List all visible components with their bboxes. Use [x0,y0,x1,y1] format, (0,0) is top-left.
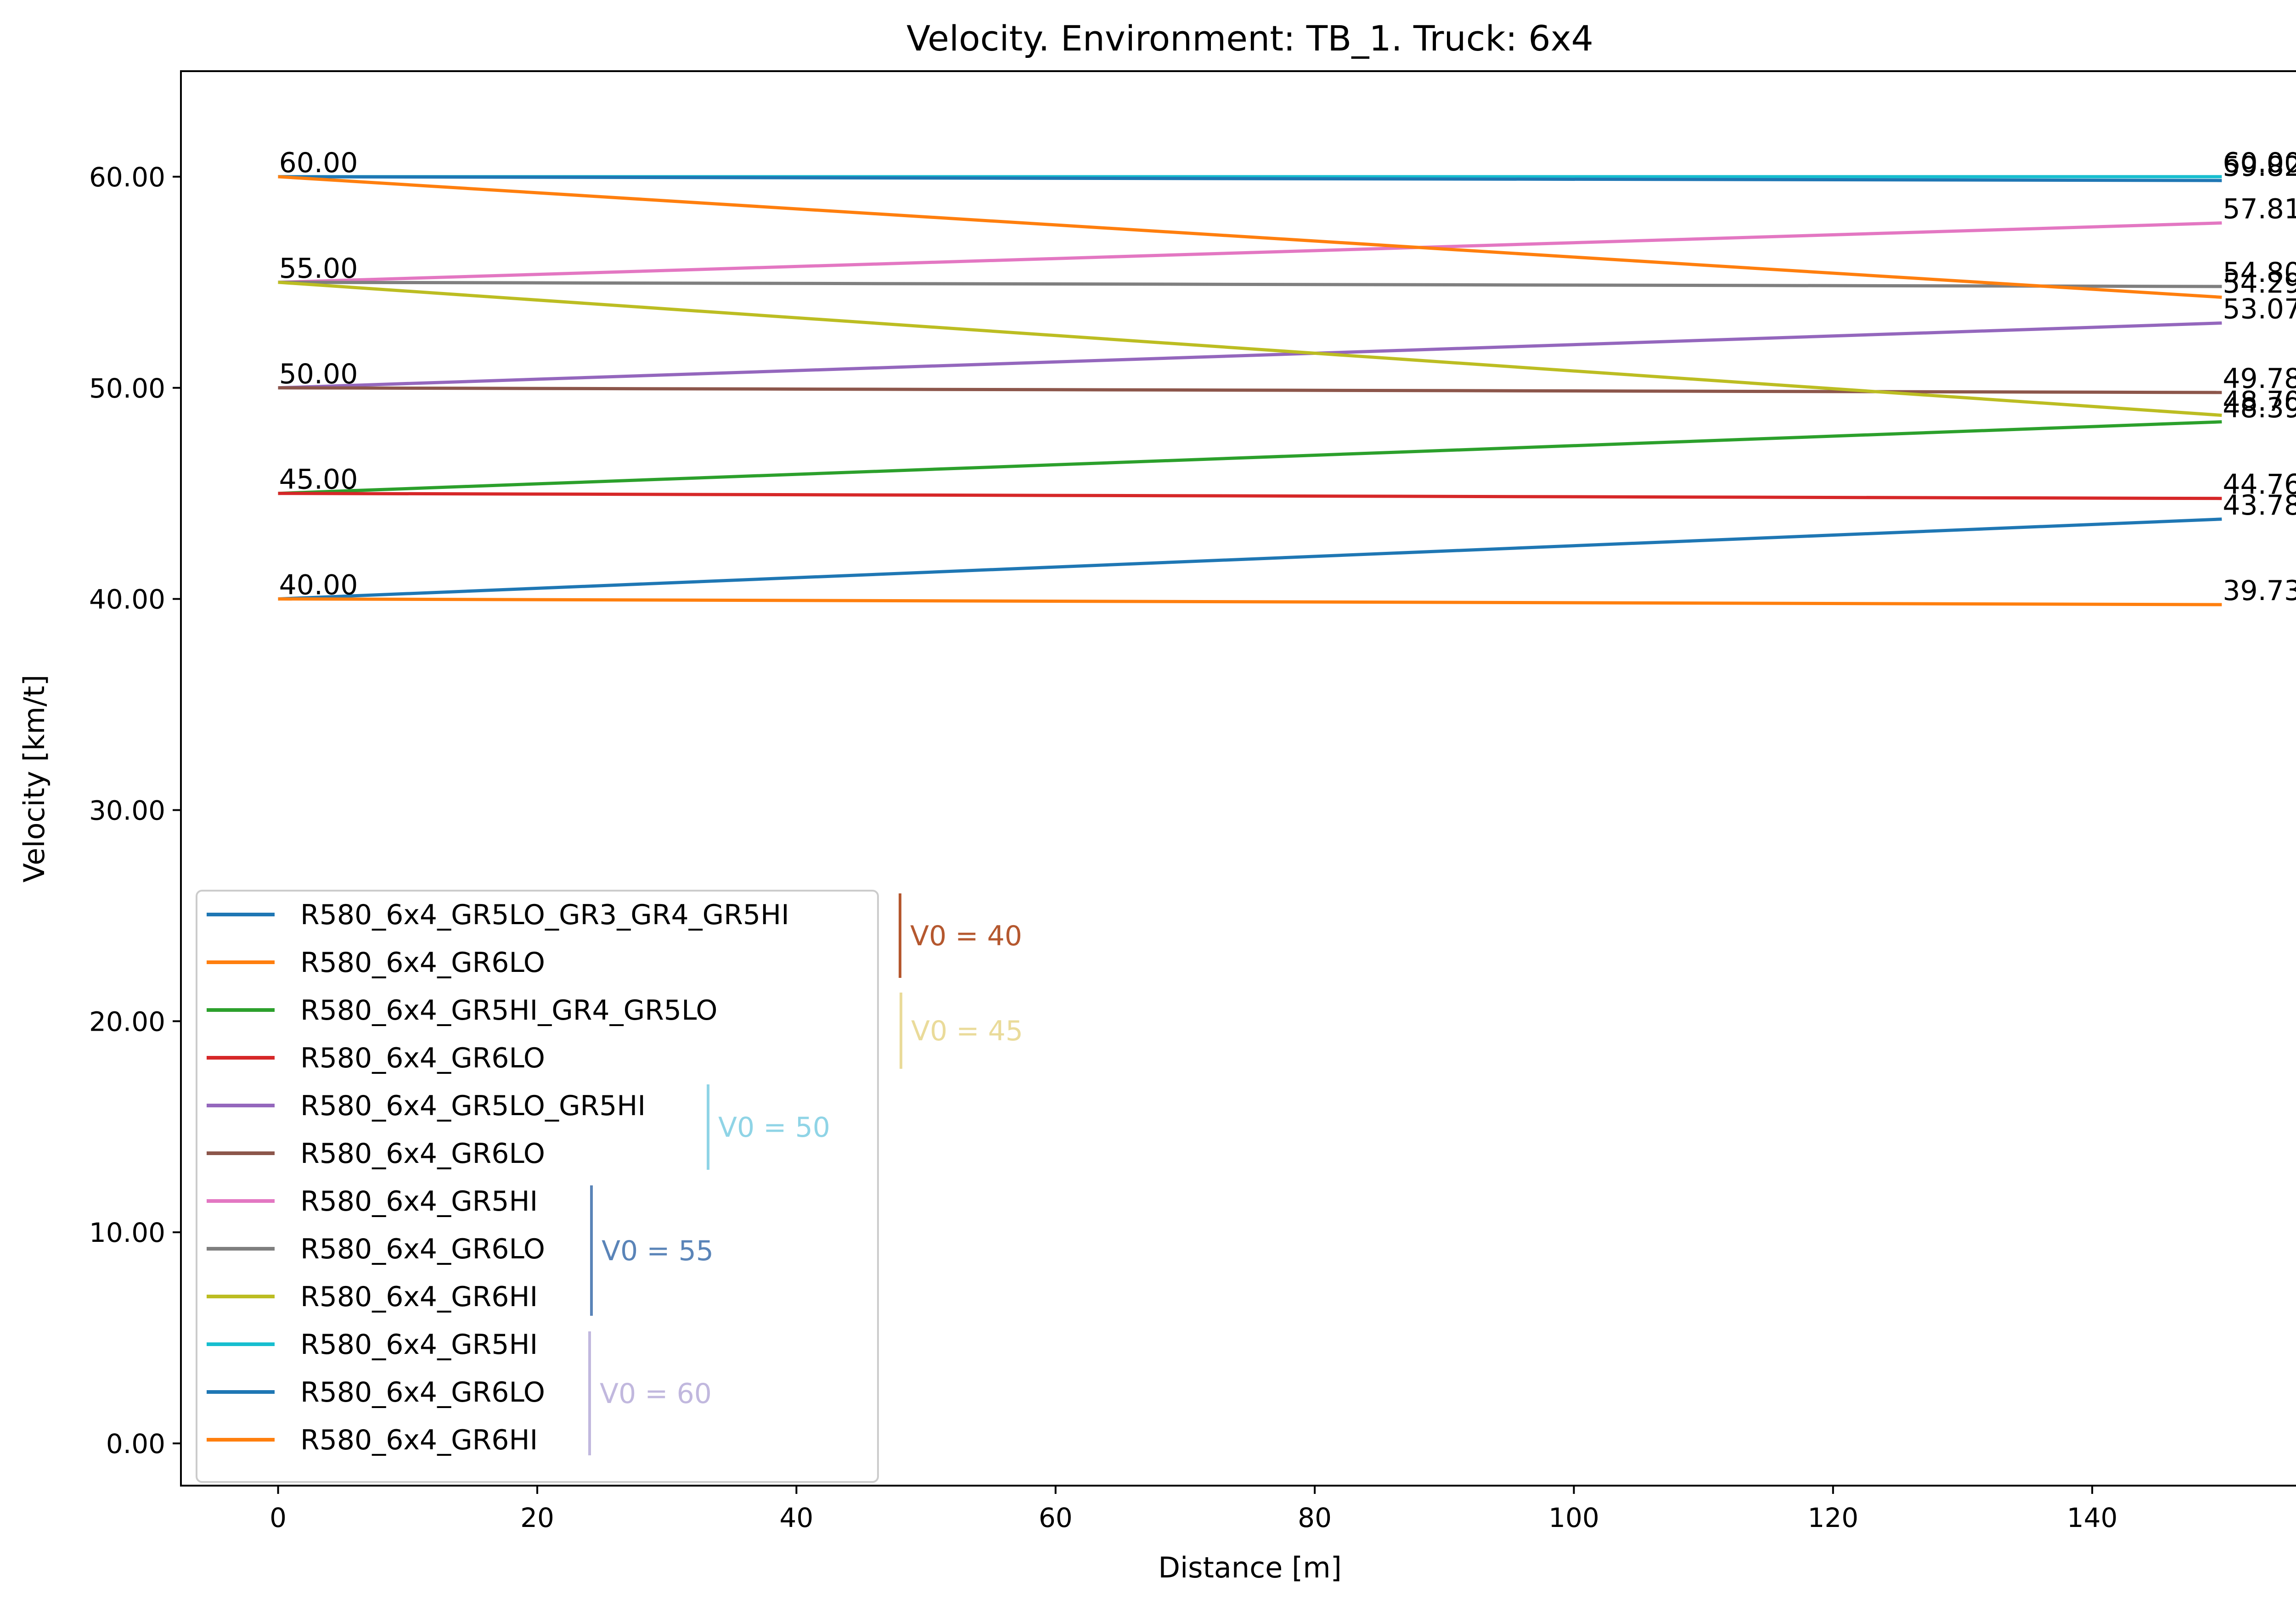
end-value-label: 57.81 [2223,193,2296,225]
end-value-label: 43.78 [2223,489,2296,522]
end-value-label: 59.82 [2223,151,2296,183]
legend-label: R580_6x4_GR6HI [300,1281,538,1313]
y-axis-label: Velocity [km/t] [17,675,51,883]
group-label: V0 = 40 [910,920,1022,952]
series-line [278,597,2222,606]
legend-label: R580_6x4_GR5HI [300,1185,538,1218]
group-annotations: V0 = 40 V0 = 45 V0 = 50 V0 = 55 V0 = 60 [588,893,1023,1455]
legend-label: R580_6x4_GR6LO [300,1138,545,1170]
group-label: V0 = 50 [718,1111,830,1144]
start-value-label: 60.00 [279,147,358,179]
x-tick-label: 20 [520,1502,554,1533]
group-label: V0 = 55 [602,1235,714,1267]
end-value-label: 44.76 [2223,469,2296,501]
data-labels: 40.00 43.78 39.73 45.00 48.39 44.76 50.00 53.07… [279,147,2296,607]
end-value-label: 49.78 [2223,363,2296,395]
legend-label: R580_6x4_GR5LO_GR3_GR4_GR5HI [300,899,789,931]
end-value-label: 39.73 [2223,575,2296,607]
series-line [278,281,2222,288]
end-value-label: 48.39 [2223,392,2296,424]
series-line [278,175,2222,299]
y-tick-label: 30.00 [89,795,165,826]
plot-frame [180,70,2296,1487]
y-tick-label: 50.00 [89,373,165,404]
legend-box [196,890,879,1483]
x-tick-label: 60 [1039,1502,1073,1533]
x-tick-label: 120 [1807,1502,1858,1533]
series-line [278,517,2222,601]
legend-label: R580_6x4_GR6LO [300,1042,545,1074]
data-series [278,175,2222,606]
legend-label: R580_6x4_GR5LO_GR5HI [300,1090,646,1122]
legend-label: R580_6x4_GR5HI [300,1329,538,1361]
start-value-label: 40.00 [279,569,358,601]
start-value-label: 50.00 [279,358,358,390]
end-value-label: 48.70 [2223,386,2296,418]
legend-label: R580_6x4_GR6LO [300,1376,545,1409]
end-value-label: 54.80 [2223,257,2296,289]
end-value-label: 60.00 [2223,147,2296,179]
group-label: V0 = 60 [600,1378,712,1410]
end-value-label: 53.07 [2223,293,2296,325]
series-line [278,420,2222,495]
series-line [278,321,2222,390]
series-line [278,281,2222,417]
start-value-label: 55.00 [279,253,358,285]
legend-label: R580_6x4_GR6HI [300,1424,538,1456]
start-value-label: 45.00 [279,464,358,496]
axis-ticks: 0 20 40 60 80 100 120 140 0.00 10.00 20.00 30.00 40.… [89,162,2118,1533]
x-tick-label: 80 [1298,1502,1332,1533]
x-tick-label: 0 [270,1502,287,1533]
y-tick-label: 0.00 [106,1428,165,1459]
legend: R580_6x4_GR5LO_GR3_GR4_GR5HI R580_6x4_GR6… [196,890,879,1483]
y-tick-label: 60.00 [89,162,165,193]
y-tick-label: 20.00 [89,1006,165,1037]
chart-title: Velocity. Environment: TB_1. Truck: 6x4 [906,18,1593,59]
series-line [278,492,2222,500]
series-line [278,221,2222,284]
x-tick-label: 140 [2067,1502,2118,1533]
legend-label: R580_6x4_GR6LO [300,947,545,979]
y-tick-label: 40.00 [89,584,165,615]
y-tick-label: 10.00 [89,1217,165,1248]
series-line [278,175,2222,182]
end-value-label: 54.29 [2223,268,2296,300]
x-tick-label: 40 [779,1502,813,1533]
x-axis-label: Distance [m] [1158,1551,1342,1584]
legend-label: R580_6x4_GR5HI_GR4_GR5LO [300,994,717,1027]
group-label: V0 = 45 [911,1015,1023,1047]
x-tick-label: 100 [1548,1502,1599,1533]
legend-label: R580_6x4_GR6LO [300,1233,545,1265]
